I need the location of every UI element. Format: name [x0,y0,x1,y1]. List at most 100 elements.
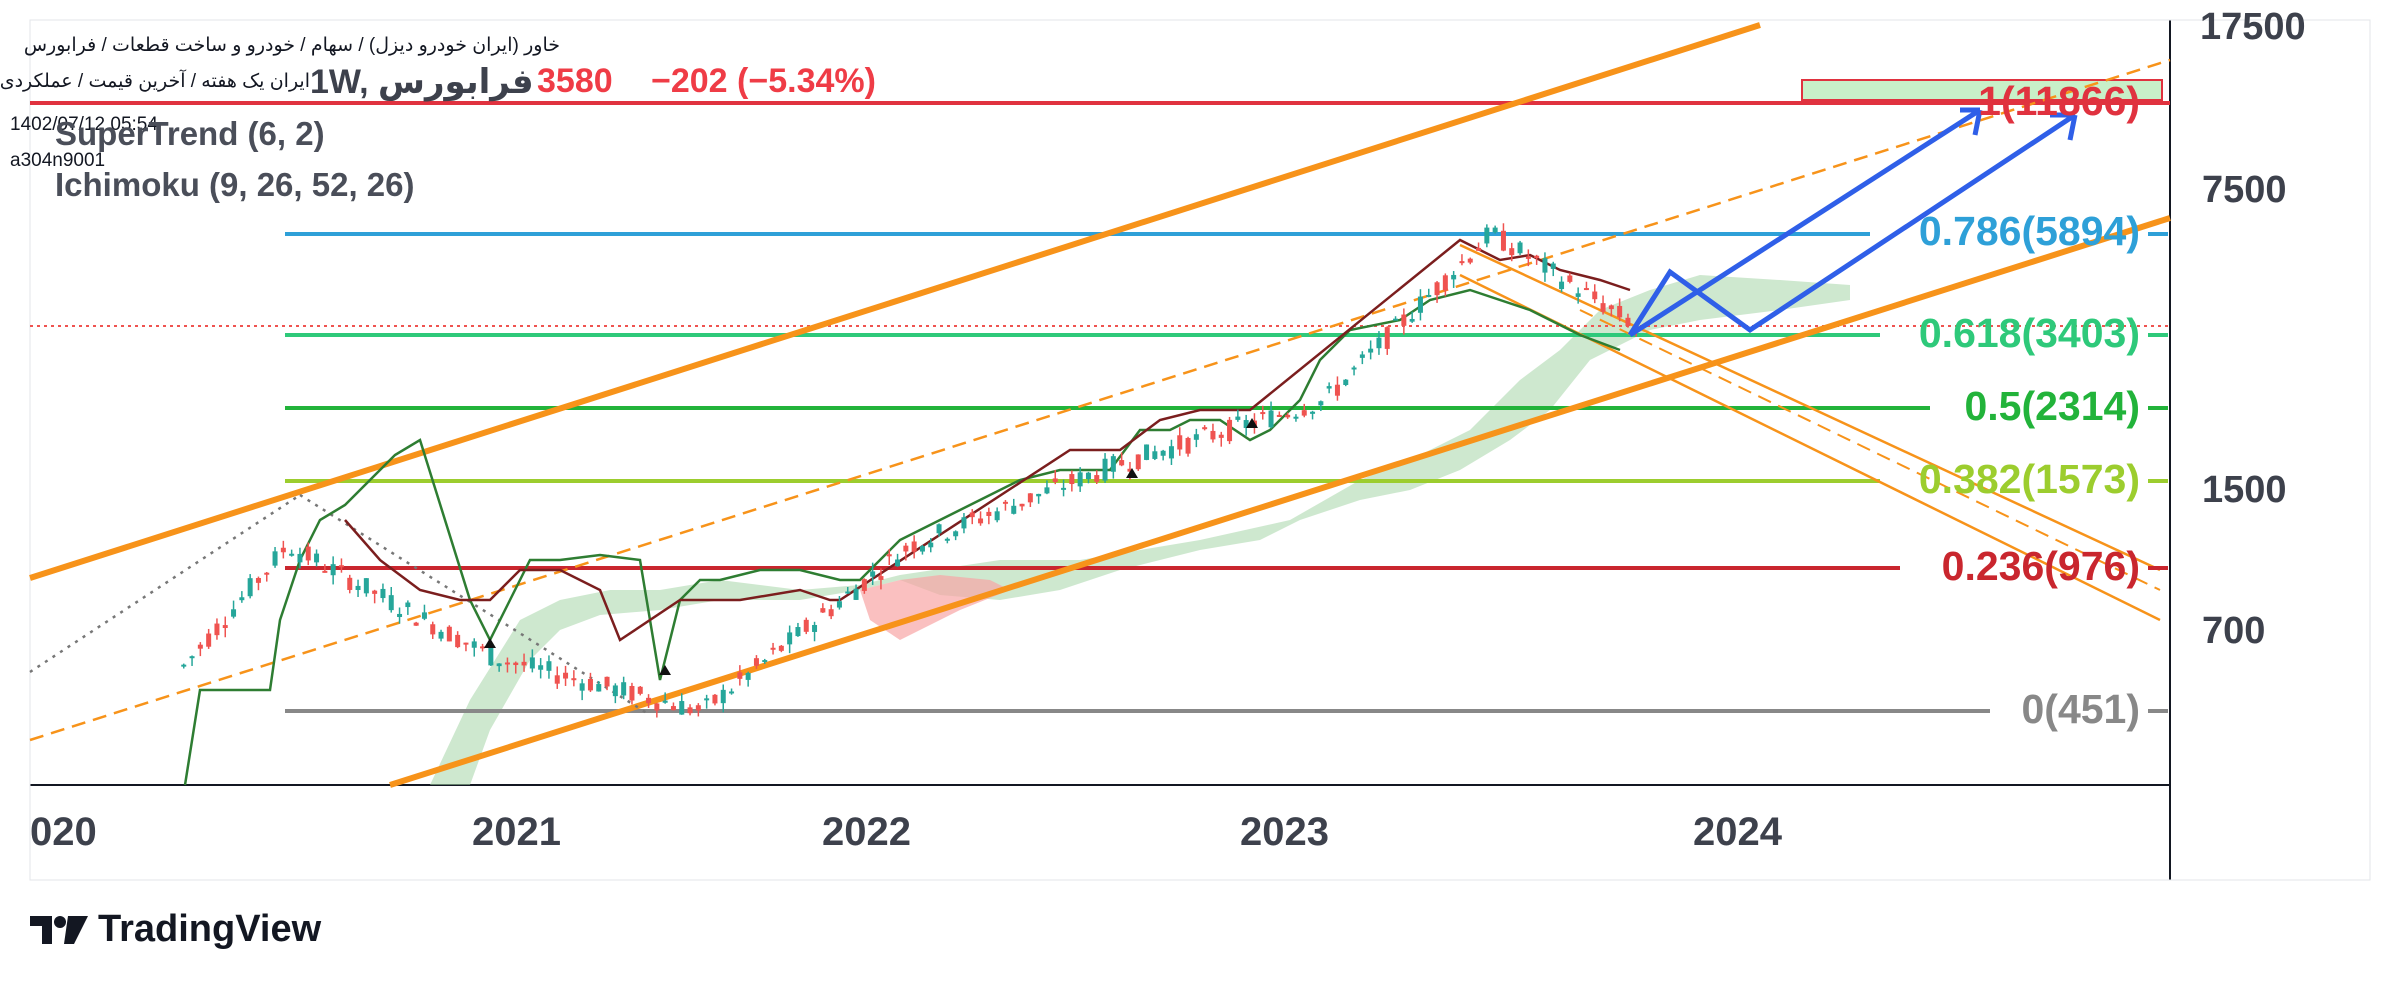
candle [1351,367,1357,370]
tradingview-logo[interactable]: TradingView [30,908,321,951]
channel-lower [389,215,2171,788]
candle [803,619,809,632]
candle [1036,493,1042,497]
candle [745,672,751,680]
candle [770,647,776,650]
candle [1293,416,1299,419]
candle [1144,444,1150,460]
candle [1227,419,1233,442]
candle [861,579,867,591]
candle [455,634,461,648]
indicator-ichimoku[interactable]: Ichimoku (9, 26, 52, 26) [55,166,415,203]
candle [812,625,818,632]
candle [886,554,892,557]
candle [753,658,759,666]
candle [1500,230,1506,251]
candle [1119,460,1125,466]
channel-upper [29,22,1761,581]
supertrend-marker [484,638,496,648]
candle [380,588,386,599]
candle [911,541,917,552]
candle [446,626,452,642]
candle [587,679,593,691]
candle [1127,468,1133,472]
candle [1583,288,1589,291]
candle [629,686,635,701]
candle [762,660,768,663]
candle [330,564,336,576]
candle [662,700,668,703]
candle [1152,451,1158,459]
down-channel-mid [1579,309,2161,591]
candle [231,609,237,617]
candle [1218,434,1224,438]
candle [280,547,286,553]
candle [322,570,328,573]
candle [1608,305,1614,310]
candle [1517,242,1523,254]
candle [1467,258,1473,263]
fib-target-box [1801,79,2163,101]
candle [1451,274,1457,280]
candle [1534,255,1540,258]
candle [1185,437,1191,454]
supertrend-down [344,238,1631,642]
candle [1276,414,1282,417]
candle [1393,318,1399,321]
x-tick-2020: 020 [30,810,97,854]
candle [1426,294,1432,297]
trend-dotted-mid [299,493,651,717]
candle [1318,401,1324,406]
candle [836,601,842,608]
candle [1459,261,1465,264]
candle [1368,348,1374,353]
candle [538,665,544,670]
candle [513,662,519,666]
candle [272,551,278,566]
trend-dotted-left [29,493,301,674]
candle [255,577,261,583]
candle [1102,458,1108,481]
candle [1617,305,1623,318]
candle [936,524,942,534]
candle [305,546,311,561]
candle [670,706,676,711]
candle [1442,275,1448,291]
candle [1160,450,1166,456]
candle [189,656,195,659]
chart-outer-frame [29,19,2371,881]
candle [1409,318,1415,322]
candle [1110,456,1116,472]
candle [504,662,510,665]
candle [372,590,378,594]
candle [521,661,527,666]
supertrend-marker [659,665,671,675]
candle [604,676,610,687]
candle [903,545,909,552]
candle [338,565,344,568]
x-tick-2024: 2024 [1693,810,1782,854]
candle [421,612,427,619]
candle [1061,487,1067,490]
x-tick-2022: 2022 [822,810,911,854]
supertrend-up [183,288,1621,786]
candle [1401,314,1407,326]
candle [1260,412,1266,415]
x-tick-2023: 2023 [1240,810,1329,854]
candle [720,689,726,704]
indicator-supertrend[interactable]: SuperTrend (6, 2) [55,115,325,152]
candle [1177,435,1183,450]
candle [488,647,494,666]
candle [778,645,784,651]
fib-label-1: 1(11866) [1978,78,2140,124]
candle [1509,248,1515,256]
candle [1492,227,1498,233]
supertrend-marker [1126,468,1138,478]
candle [347,577,353,590]
candle [1484,227,1490,244]
candle [1417,296,1423,313]
symbol-breadcrumb: خاور (ایران خودرو دیزل) / سهام / خودرو و… [23,35,560,56]
candle [737,672,743,679]
candle [654,703,660,711]
